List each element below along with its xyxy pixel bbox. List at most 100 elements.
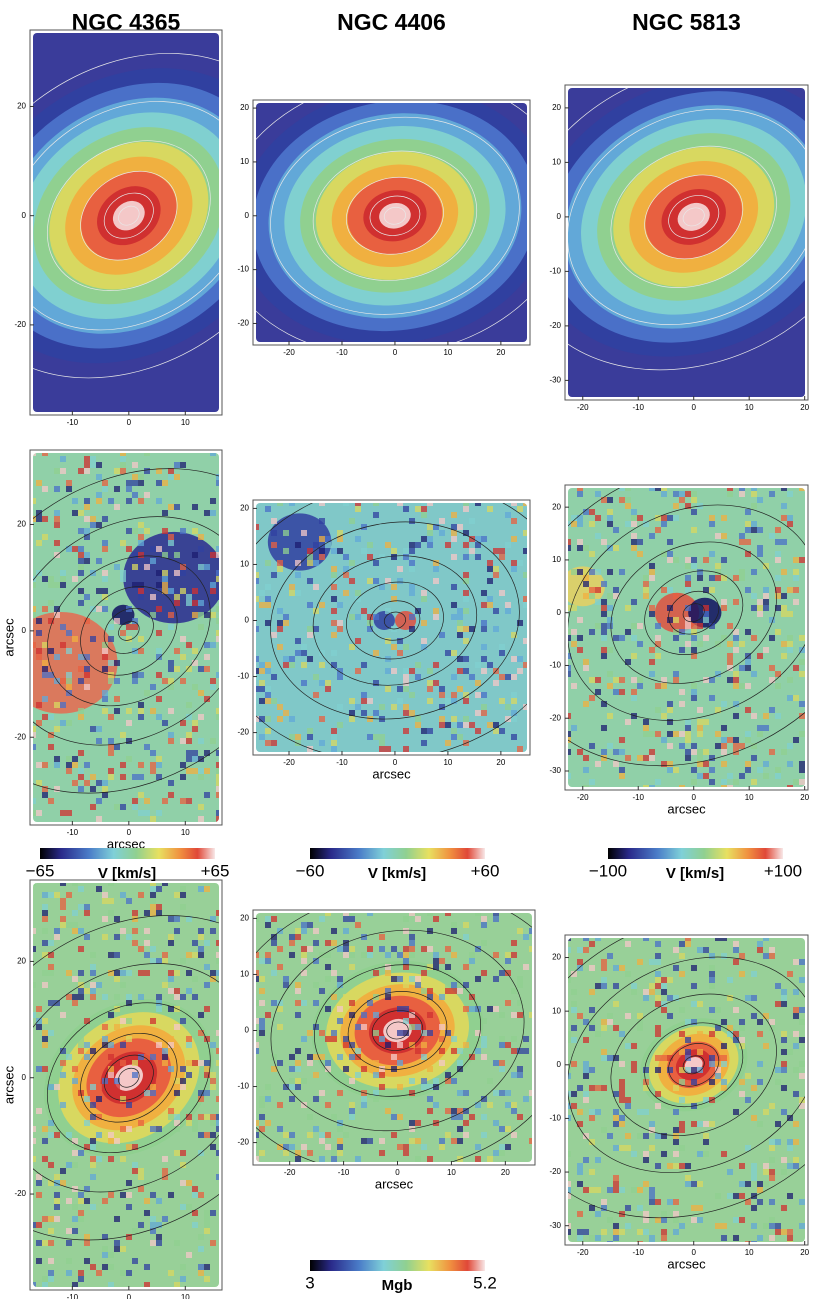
x-tick-label: -10 <box>336 758 348 767</box>
noise-pixel <box>313 608 319 614</box>
noise-pixel <box>775 587 781 593</box>
noise-pixel <box>799 671 805 677</box>
noise-pixel <box>180 678 186 684</box>
noise-pixel <box>619 1085 625 1091</box>
noise-pixel <box>787 677 793 683</box>
noise-pixel <box>138 534 144 540</box>
noise-pixel <box>216 1114 219 1120</box>
noise-pixel <box>589 1139 595 1145</box>
noise-pixel <box>601 1025 607 1031</box>
noise-pixel <box>397 1144 403 1150</box>
column-title: NGC 4365 <box>72 9 181 35</box>
noise-pixel <box>667 557 673 563</box>
noise-pixel <box>138 552 144 558</box>
noise-pixel <box>481 1018 487 1024</box>
noise-pixel <box>66 970 72 976</box>
noise-pixel <box>661 1007 667 1013</box>
noise-pixel <box>649 1121 655 1127</box>
contour <box>386 1021 409 1040</box>
noise-pixel <box>721 1223 727 1229</box>
noise-pixel <box>589 677 595 683</box>
noise-pixel <box>337 626 343 632</box>
noise-pixel <box>385 964 391 970</box>
noise-pixel <box>102 1234 108 1240</box>
noise-pixel <box>78 750 84 756</box>
noise-pixel <box>48 1120 54 1126</box>
noise-pixel <box>451 1078 457 1084</box>
noise-pixel <box>331 1030 337 1036</box>
noise-pixel <box>126 1234 132 1240</box>
noise-pixel <box>192 750 198 756</box>
noise-pixel <box>216 786 219 792</box>
noise-pixel <box>649 1127 655 1133</box>
noise-pixel <box>72 883 78 886</box>
noise-pixel <box>78 768 84 774</box>
noise-pixel <box>198 1114 204 1120</box>
noise-pixel <box>198 934 204 940</box>
noise-pixel <box>391 1054 397 1060</box>
x-tick-label: 20 <box>496 758 505 767</box>
noise-pixel <box>180 958 186 964</box>
noise-pixel <box>481 692 487 698</box>
noise-pixel <box>168 660 174 666</box>
noise-pixel <box>210 612 216 618</box>
noise-pixel <box>727 659 733 665</box>
noise-pixel <box>775 557 781 563</box>
noise-pixel <box>78 510 84 516</box>
contour <box>80 1032 178 1123</box>
noise-pixel <box>78 988 84 994</box>
contour <box>644 1022 744 1108</box>
noise-pixel <box>72 1216 78 1222</box>
noise-pixel <box>102 1252 108 1258</box>
noise-pixel <box>84 1054 90 1060</box>
noise-pixel <box>313 626 319 632</box>
noise-pixel <box>751 1163 757 1169</box>
noise-pixel <box>265 692 271 698</box>
noise-pixel <box>415 716 421 722</box>
noise-pixel <box>361 524 367 530</box>
noise-pixel <box>745 995 751 1001</box>
noise-pixel <box>33 810 36 816</box>
noise-pixel <box>649 605 655 611</box>
noise-pixel <box>126 1036 132 1042</box>
contour <box>610 145 777 288</box>
noise-pixel <box>685 641 691 647</box>
noise-pixel <box>493 572 499 578</box>
noise-pixel <box>277 503 283 506</box>
noise-pixel <box>799 977 805 983</box>
noise-pixel <box>156 762 162 768</box>
noise-pixel <box>475 536 481 542</box>
noise-pixel <box>319 1090 325 1096</box>
noise-pixel <box>289 716 295 722</box>
noise-pixel <box>307 1114 313 1120</box>
noise-pixel <box>763 1223 769 1229</box>
noise-pixel <box>745 707 751 713</box>
noise-pixel <box>60 678 66 684</box>
noise-pixel <box>511 566 517 572</box>
noise-pixel <box>162 480 168 486</box>
noise-pixel <box>90 726 96 732</box>
noise-pixel <box>138 702 144 708</box>
noise-pixel <box>607 545 613 551</box>
noise-pixel <box>174 1024 180 1030</box>
noise-pixel <box>180 636 186 642</box>
noise-pixel <box>709 1121 715 1127</box>
noise-pixel <box>78 946 84 952</box>
noise-pixel <box>457 1138 463 1144</box>
noise-pixel <box>589 1115 595 1121</box>
noise-pixel <box>523 530 527 536</box>
noise-pixel <box>156 1222 162 1228</box>
noise-pixel <box>108 738 114 744</box>
noise-pixel <box>568 1115 571 1121</box>
noise-pixel <box>667 731 673 737</box>
contour <box>644 570 744 656</box>
noise-pixel <box>313 940 319 946</box>
noise-pixel <box>703 1133 709 1139</box>
y-tick-label: -30 <box>549 1221 561 1230</box>
noise-pixel <box>78 654 84 660</box>
noise-pixel <box>571 1091 577 1097</box>
noise-pixel <box>54 522 60 528</box>
noise-pixel <box>625 521 631 527</box>
noise-pixel <box>33 576 36 582</box>
noise-pixel <box>637 623 643 629</box>
